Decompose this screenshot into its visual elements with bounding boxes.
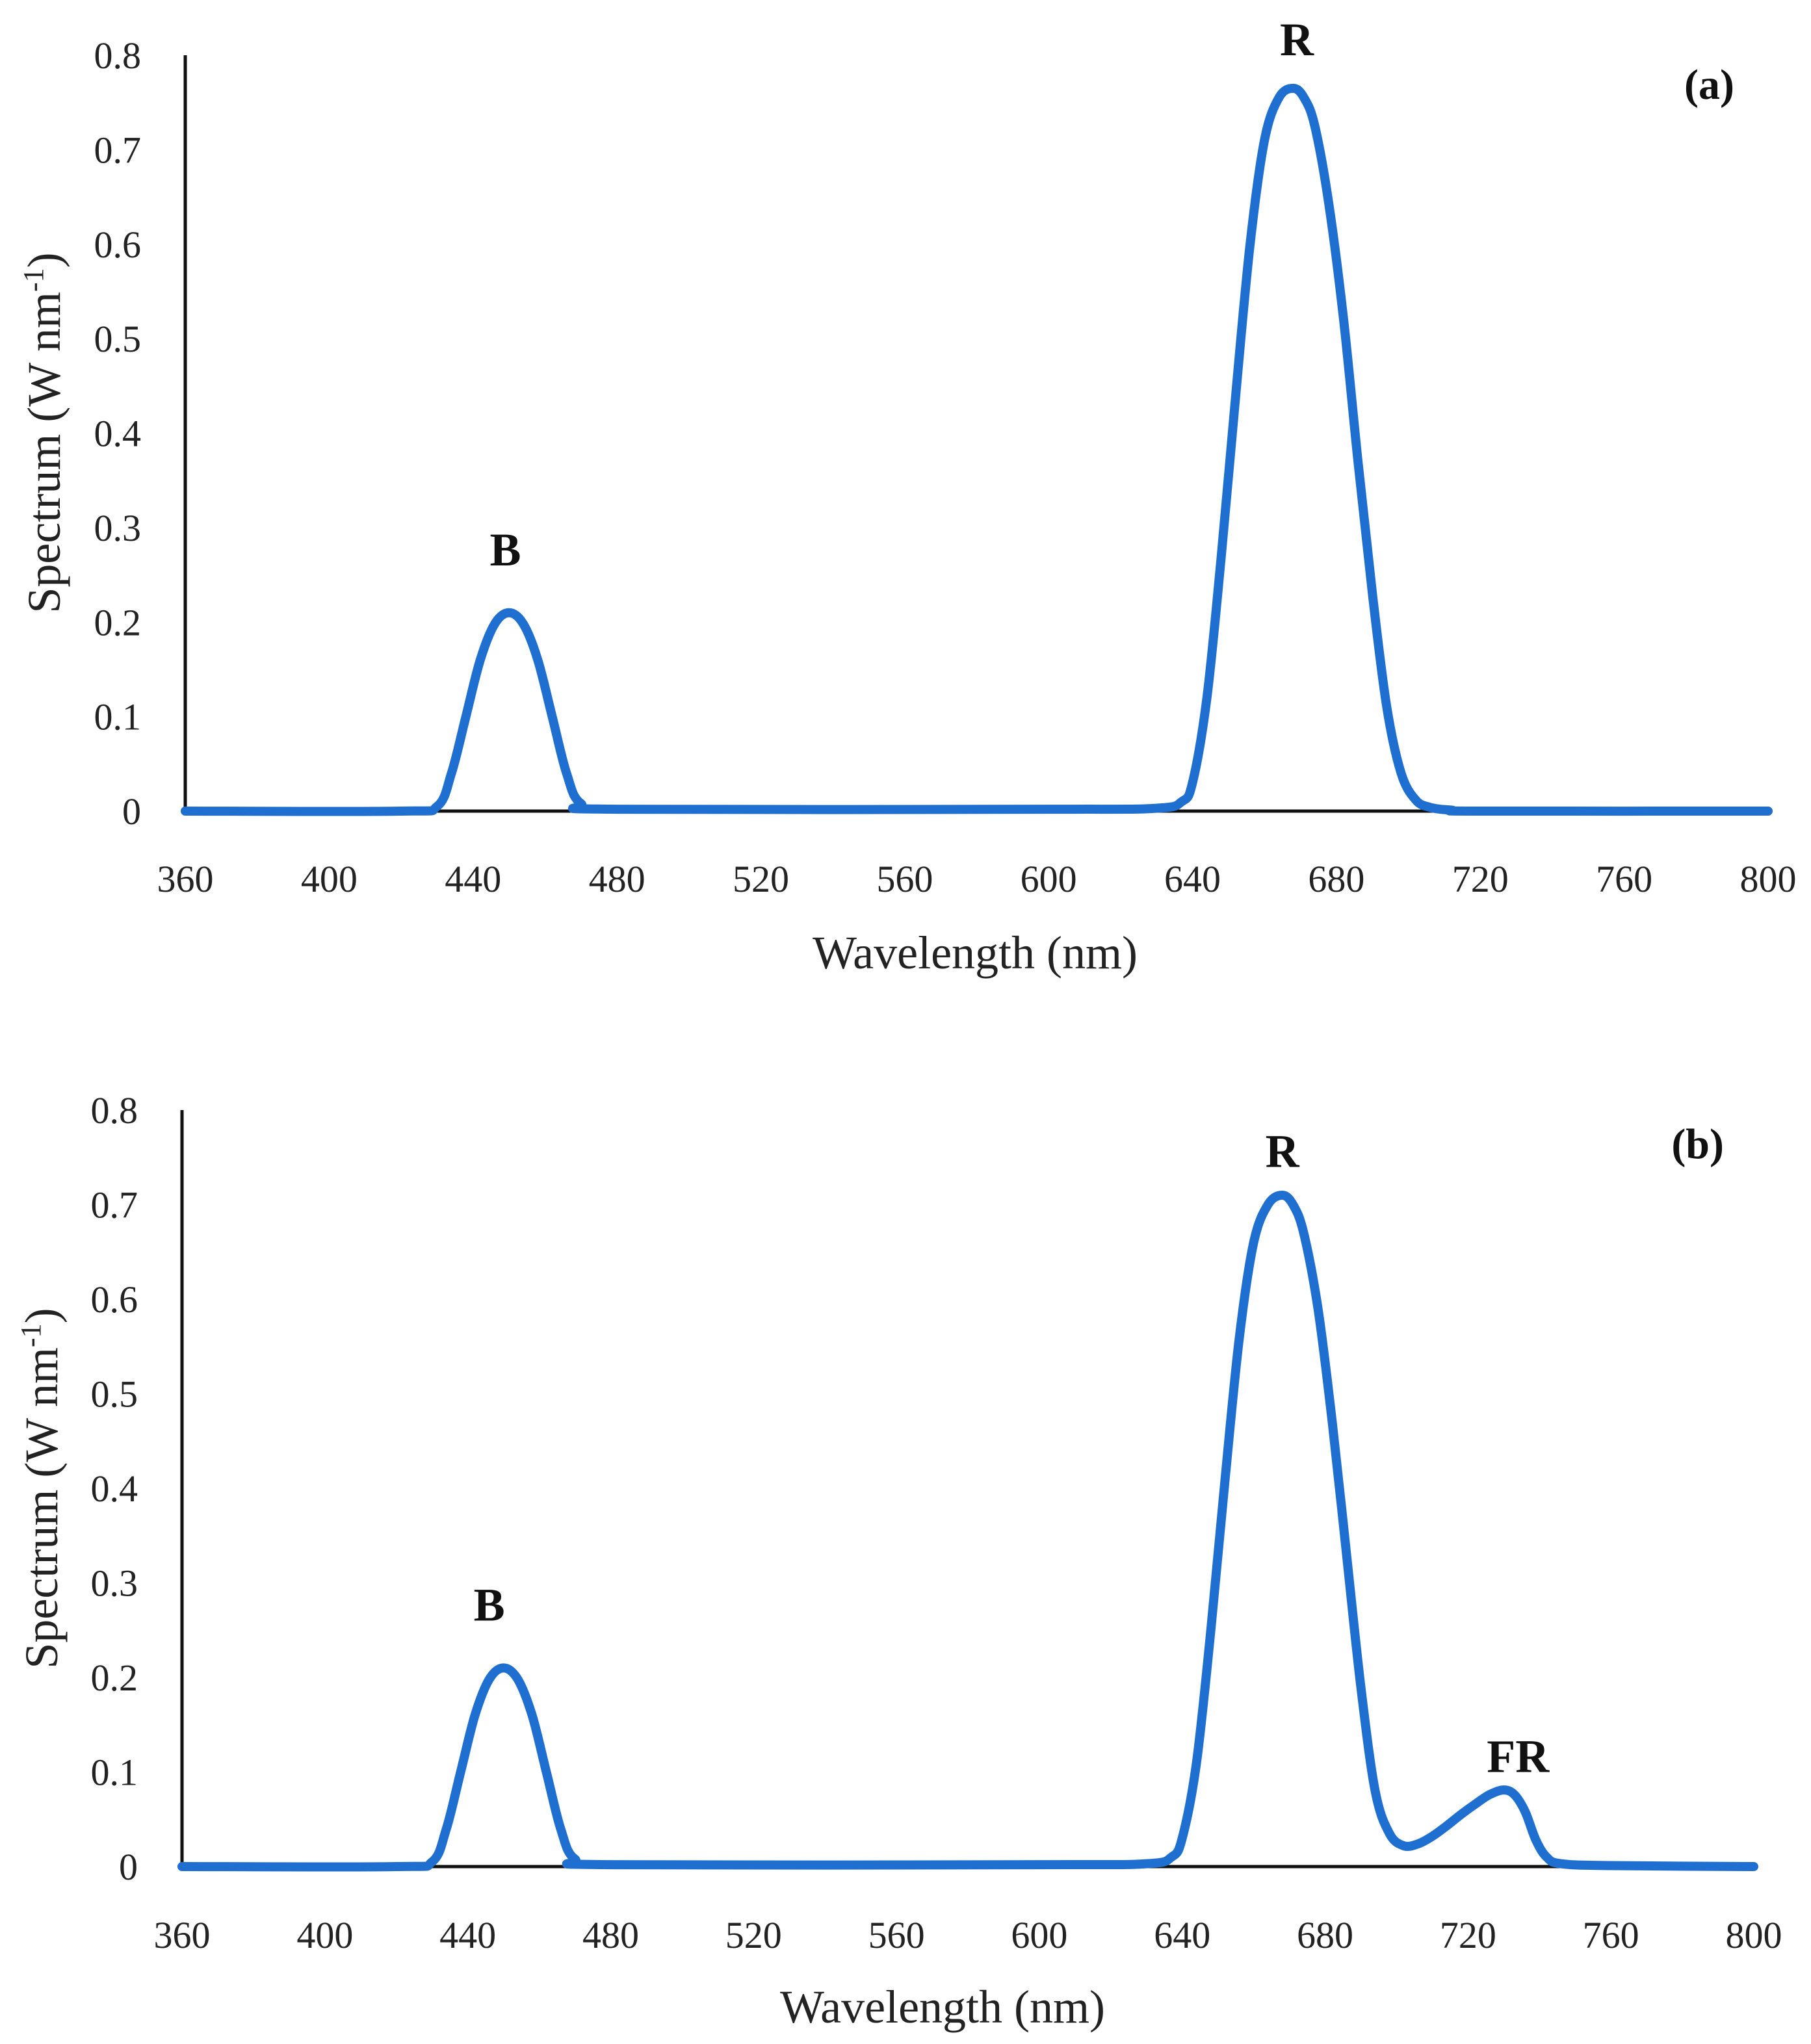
x-tick-label: 720 xyxy=(1440,1914,1496,1956)
y-tick-label: 0.4 xyxy=(94,413,142,455)
x-tick-label: 800 xyxy=(1740,858,1797,900)
x-axis-title: Wavelength (nm) xyxy=(813,927,1138,979)
y-tick-label: 0.8 xyxy=(94,34,142,77)
x-tick-label: 600 xyxy=(1011,1914,1067,1956)
x-tick-label: 720 xyxy=(1452,858,1509,900)
x-tick-label: 440 xyxy=(439,1914,496,1956)
y-axis-title: Spectrum (W nm-1) xyxy=(18,252,70,613)
chart-panel-a: 0 0.1 0.2 0.3 0.4 0.5 0.6 0.7 0.8 360 400 440 480 52… xyxy=(18,14,1797,979)
x-tick-label: 520 xyxy=(725,1914,782,1956)
y-tick-label: 0.1 xyxy=(91,1752,138,1794)
peak-annotations: BR xyxy=(490,14,1315,576)
y-tick-labels: 0 0.1 0.2 0.3 0.4 0.5 0.6 0.7 0.8 xyxy=(94,34,142,833)
y-tick-label: 0.8 xyxy=(91,1089,138,1132)
x-tick-label: 680 xyxy=(1308,858,1364,900)
x-tick-label: 400 xyxy=(296,1914,353,1956)
x-tick-label: 800 xyxy=(1726,1914,1782,1956)
y-tick-label: 0.7 xyxy=(91,1184,138,1226)
peak-label: R xyxy=(1266,1125,1300,1177)
x-tick-label: 680 xyxy=(1297,1914,1353,1956)
x-tick-labels: 360 400 440 480 520 560 600 640 680 720 760 800 xyxy=(154,1914,1782,1956)
y-tick-label: 0.6 xyxy=(94,224,142,266)
spectrum-series-line xyxy=(177,1191,1758,1872)
y-tick-label: 0.2 xyxy=(94,601,142,643)
x-tick-label: 600 xyxy=(1021,858,1077,900)
spectrum-series-line xyxy=(181,83,1773,816)
x-tick-label: 640 xyxy=(1164,858,1221,900)
y-tick-label: 0.1 xyxy=(94,696,142,738)
y-tick-label: 0.3 xyxy=(91,1562,138,1605)
y-axis-title: Spectrum (W nm-1) xyxy=(15,1308,68,1668)
panel-label: (b) xyxy=(1671,1120,1724,1168)
peak-label: B xyxy=(490,524,521,576)
y-tick-label: 0 xyxy=(122,790,141,833)
y-tick-label: 0.5 xyxy=(94,318,142,360)
x-tick-labels: 360 400 440 480 520 560 600 640 680 720 760 800 xyxy=(157,858,1797,900)
x-tick-label: 760 xyxy=(1583,1914,1639,1956)
x-tick-label: 400 xyxy=(301,858,358,900)
chart-panel-b: 0 0.1 0.2 0.3 0.4 0.5 0.6 0.7 0.8 360 400 440 480 52… xyxy=(15,1089,1782,2033)
peak-label: FR xyxy=(1487,1731,1550,1783)
y-tick-label: 0.5 xyxy=(91,1373,138,1416)
y-tick-labels: 0 0.1 0.2 0.3 0.4 0.5 0.6 0.7 0.8 xyxy=(91,1089,138,1888)
y-tick-label: 0.3 xyxy=(94,507,142,549)
y-tick-label: 0.2 xyxy=(91,1657,138,1699)
x-tick-label: 440 xyxy=(445,858,501,900)
x-tick-label: 520 xyxy=(733,858,789,900)
y-tick-label: 0.6 xyxy=(91,1278,138,1321)
y-tick-label: 0 xyxy=(119,1846,138,1888)
x-tick-label: 360 xyxy=(154,1914,211,1956)
x-tick-label: 560 xyxy=(876,858,933,900)
panel-label: (a) xyxy=(1684,61,1734,109)
y-tick-label: 0.4 xyxy=(91,1468,138,1510)
peak-annotations: B R FR xyxy=(474,1125,1550,1782)
x-tick-label: 640 xyxy=(1154,1914,1210,1956)
x-tick-label: 360 xyxy=(157,858,214,900)
y-tick-label: 0.7 xyxy=(94,129,142,171)
peak-label: R xyxy=(1280,14,1314,66)
x-tick-label: 760 xyxy=(1596,858,1652,900)
x-axis-title: Wavelength (nm) xyxy=(780,1981,1105,2033)
peak-label: B xyxy=(474,1579,505,1631)
x-tick-label: 480 xyxy=(582,1914,639,1956)
x-tick-label: 560 xyxy=(868,1914,925,1956)
x-tick-label: 480 xyxy=(589,858,645,900)
